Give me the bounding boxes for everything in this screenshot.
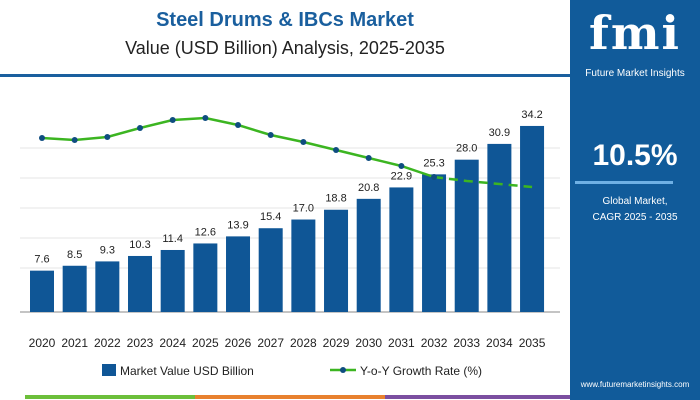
bottom-strip-green <box>25 395 195 399</box>
side-panel: fmi Future Market Insights 10.5% Global … <box>570 0 700 400</box>
x-tick-2032: 2032 <box>421 336 448 350</box>
bar-2020 <box>30 270 54 312</box>
data-label-2024: 11.4 <box>162 233 183 245</box>
logo-subtitle: Future Market Insights <box>585 68 685 79</box>
growth-point-2026 <box>235 122 242 128</box>
cagr-label: Global Market, <box>602 196 668 207</box>
x-tick-2026: 2026 <box>225 336 252 350</box>
x-tick-2034: 2034 <box>486 336 513 350</box>
legend-bar-swatch <box>102 364 116 376</box>
data-label-2034: 30.9 <box>489 127 510 139</box>
data-label-2021: 8.5 <box>67 249 82 261</box>
bar-2023 <box>128 255 153 312</box>
growth-point-2028 <box>300 139 307 145</box>
chart-subtitle: Value (USD Billion) Analysis, 2025-2035 <box>125 38 445 58</box>
x-tick-2024: 2024 <box>159 336 186 350</box>
bar-2033 <box>454 159 479 312</box>
legend-bar-label: Market Value USD Billion <box>120 364 254 378</box>
x-tick-2022: 2022 <box>94 336 121 350</box>
growth-line-forecast <box>433 175 533 189</box>
panel-divider <box>575 181 673 184</box>
growth-point-2027 <box>267 132 274 138</box>
bar-2021 <box>62 265 87 312</box>
bar-2026 <box>226 236 251 312</box>
x-tick-2029: 2029 <box>323 336 350 350</box>
growth-point-2032 <box>431 174 438 180</box>
x-tick-2027: 2027 <box>257 336 284 350</box>
bar-2025 <box>193 243 218 312</box>
growth-point-2029 <box>333 147 340 153</box>
growth-point-2022 <box>104 134 111 140</box>
website-link[interactable]: www.futuremarketinsights.com <box>580 380 690 389</box>
data-label-2028: 17.0 <box>293 203 314 215</box>
data-label-2027: 15.4 <box>260 211 281 223</box>
x-tick-2021: 2021 <box>61 336 88 350</box>
data-label-2023: 10.3 <box>129 239 150 251</box>
growth-point-2023 <box>137 125 144 131</box>
bar-2030 <box>356 198 381 312</box>
bar-2024 <box>160 249 185 312</box>
x-tick-2030: 2030 <box>355 336 382 350</box>
x-tick-2023: 2023 <box>127 336 154 350</box>
data-label-2026: 13.9 <box>227 219 248 231</box>
growth-point-2020 <box>39 135 45 141</box>
fmi-logo: fmi <box>589 6 681 60</box>
legend-line-marker <box>340 367 346 373</box>
data-label-2035: 34.2 <box>521 109 542 121</box>
bar-2031 <box>389 187 414 312</box>
data-label-2022: 9.3 <box>100 244 115 256</box>
growth-point-2030 <box>365 155 372 161</box>
bar-2028 <box>291 219 316 312</box>
data-label-2029: 18.8 <box>325 193 346 205</box>
bottom-strip-orange <box>195 395 385 399</box>
header-divider <box>0 74 570 77</box>
chart-title: Steel Drums & IBCs Market <box>156 9 414 31</box>
legend-line-label: Y-o-Y Growth Rate (%) <box>360 364 482 378</box>
bottom-strip-purple <box>385 395 570 399</box>
x-tick-2033: 2033 <box>453 336 480 350</box>
data-label-2033: 28.0 <box>456 143 477 155</box>
bar-2034 <box>487 143 512 312</box>
bar-2029 <box>324 209 349 312</box>
cagr-period: CAGR 2025 - 2035 <box>592 212 678 223</box>
growth-point-2021 <box>71 137 78 143</box>
x-tick-2028: 2028 <box>290 336 317 350</box>
bar-2032 <box>422 174 447 312</box>
x-tick-2020: 2020 <box>29 336 56 350</box>
data-label-2025: 12.6 <box>195 226 216 238</box>
growth-point-2031 <box>398 163 405 169</box>
growth-point-2024 <box>169 117 176 123</box>
x-tick-2035: 2035 <box>519 336 546 350</box>
bar-2027 <box>258 228 283 312</box>
growth-point-2025 <box>202 115 209 121</box>
chart-area: 7.6 2020 8.5 2021 9.3 2022 10.3 2023 11.4 2024 12.… <box>20 109 560 378</box>
cagr-value: 10.5% <box>592 139 678 172</box>
data-label-2020: 7.6 <box>34 254 49 266</box>
bar-2022 <box>95 261 120 312</box>
x-tick-2031: 2031 <box>388 336 415 350</box>
data-label-2031: 22.9 <box>391 170 412 182</box>
data-label-2032: 25.3 <box>423 157 444 169</box>
x-tick-2025: 2025 <box>192 336 219 350</box>
data-label-2030: 20.8 <box>358 182 379 194</box>
bar-2035 <box>520 125 545 313</box>
